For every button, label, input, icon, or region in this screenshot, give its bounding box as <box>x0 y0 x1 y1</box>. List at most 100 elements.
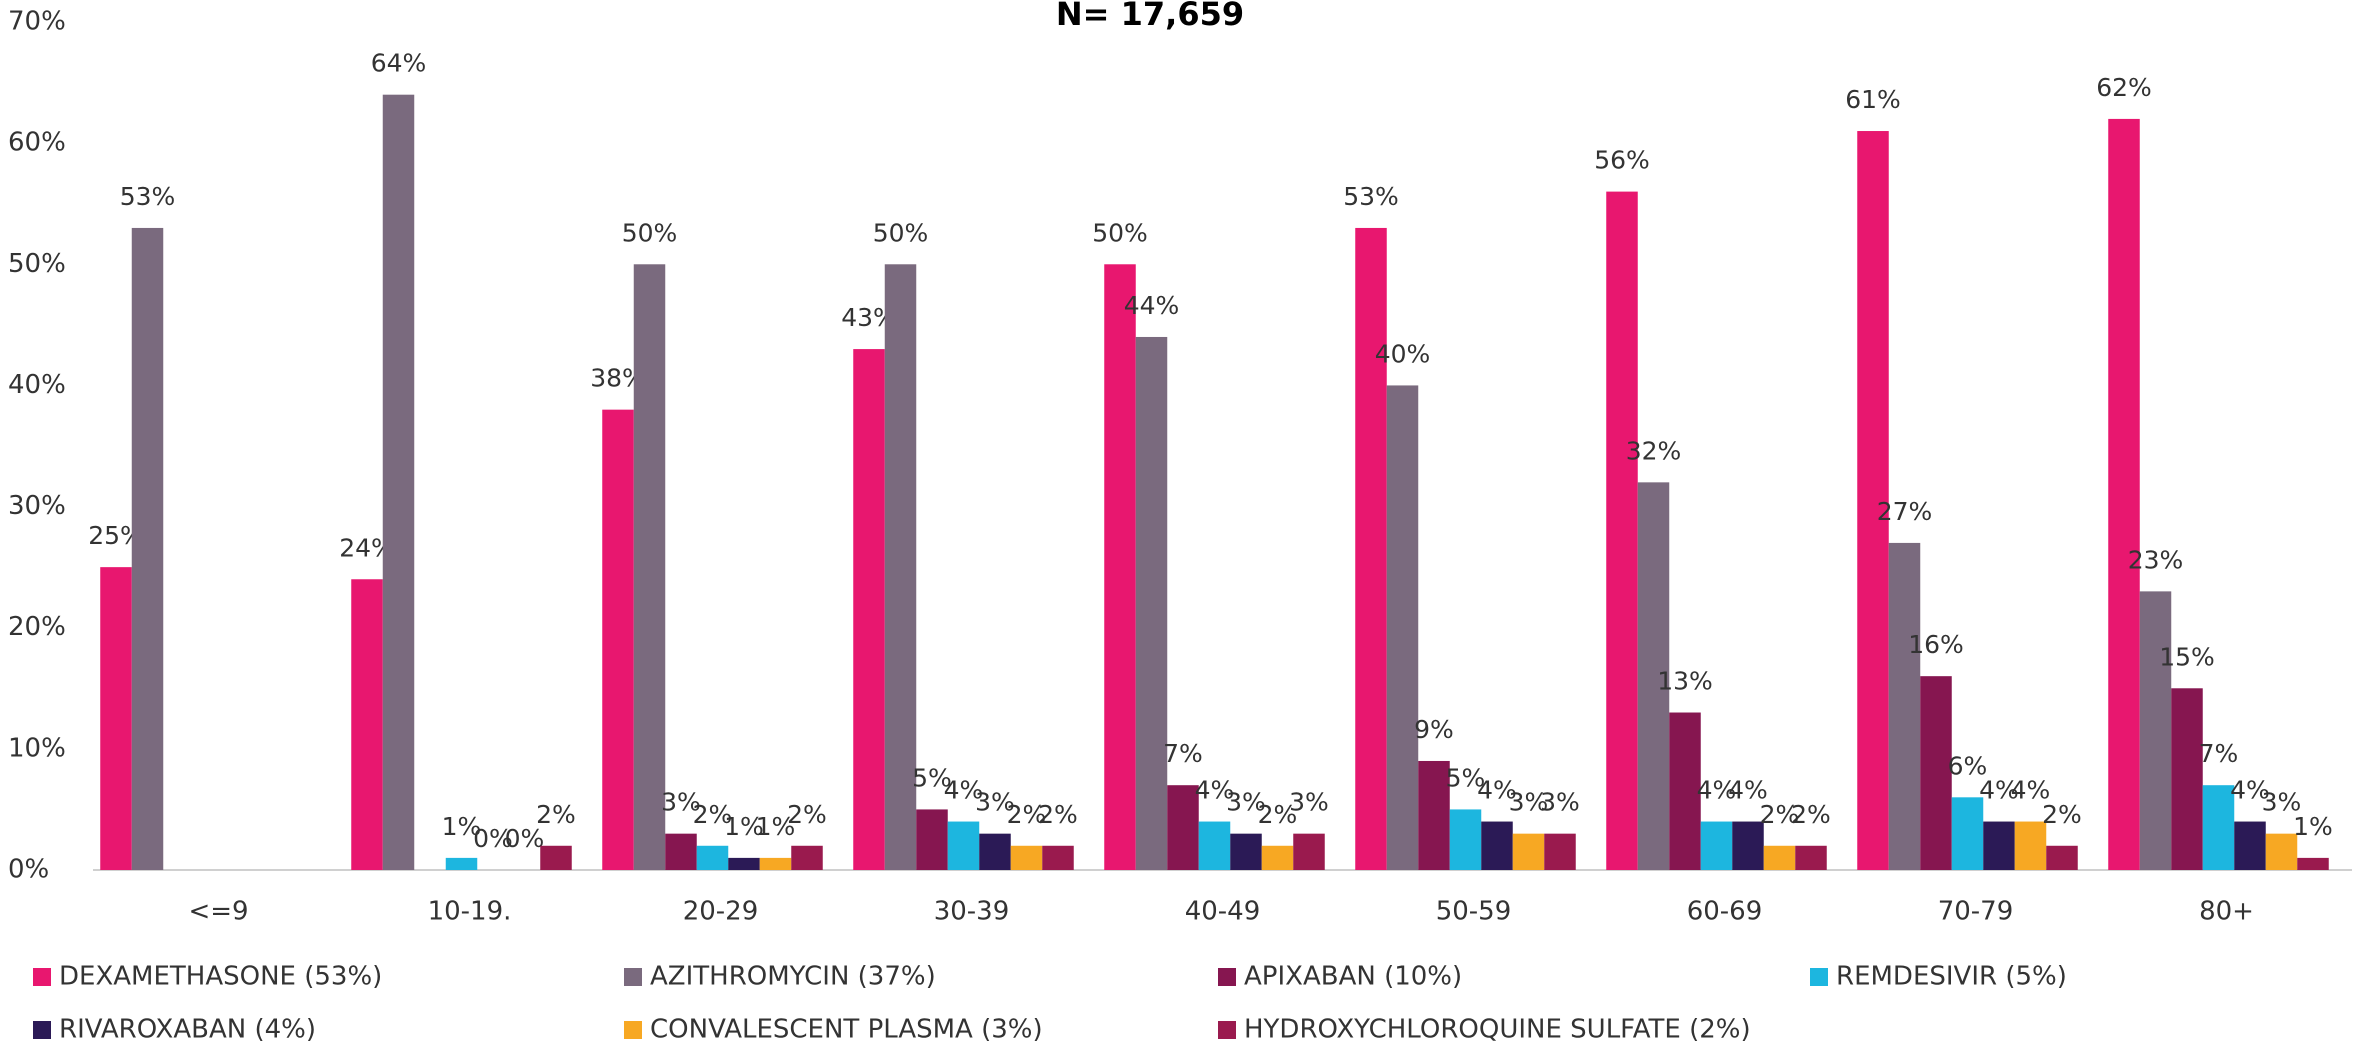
bar <box>1167 785 1199 870</box>
bar <box>1135 336 1168 870</box>
bar <box>1481 821 1513 870</box>
bar <box>1230 833 1262 870</box>
bar <box>665 833 697 870</box>
x-tick-label: 40-49 <box>1185 897 1261 927</box>
x-tick-label: <=9 <box>188 897 248 927</box>
value-label: 2% <box>1760 800 1800 829</box>
value-label: 50% <box>873 218 929 247</box>
bar <box>1857 131 1889 870</box>
bar <box>1795 845 1827 870</box>
value-label: 2% <box>1258 800 1298 829</box>
value-label: 50% <box>1092 218 1148 247</box>
legend-swatch <box>1218 1021 1236 1039</box>
bar <box>696 845 729 870</box>
value-label: 13% <box>1657 667 1713 696</box>
value-label: 23% <box>2128 545 2184 574</box>
bar <box>382 94 415 870</box>
bar <box>602 409 634 870</box>
value-label: 0% <box>473 824 513 853</box>
bar <box>884 264 917 870</box>
x-tick-label: 80+ <box>2199 897 2254 927</box>
value-label: 44% <box>1124 291 1180 320</box>
value-label: 4% <box>1697 776 1737 805</box>
value-label: 61% <box>1845 85 1901 114</box>
value-label: 15% <box>2159 642 2215 671</box>
bar <box>2234 821 2266 870</box>
bar <box>540 845 572 870</box>
value-label: 2% <box>536 800 576 829</box>
x-tick-label: 70-79 <box>1938 897 2014 927</box>
bar <box>2171 688 2203 870</box>
bar <box>1920 676 1952 870</box>
legend-label: CONVALESCENT PLASMA (3%) <box>650 1015 1043 1045</box>
bar <box>2297 857 2329 870</box>
bar <box>853 349 885 871</box>
bar <box>791 845 823 870</box>
bar <box>1763 845 1796 870</box>
bar <box>1386 385 1419 870</box>
y-tick-label: 70% <box>8 7 66 37</box>
bar <box>1418 760 1450 870</box>
value-label: 4% <box>2011 776 2051 805</box>
chart-title: N= 17,659 <box>1056 0 1244 33</box>
value-label: 64% <box>371 49 427 78</box>
bar <box>1983 821 2015 870</box>
y-tick-label: 0% <box>8 855 49 885</box>
y-tick-label: 40% <box>8 370 66 400</box>
value-label: 7% <box>2199 739 2239 768</box>
x-tick-label: 30-39 <box>934 897 1010 927</box>
bar <box>1544 833 1576 870</box>
bar <box>979 833 1011 870</box>
value-label: 3% <box>2262 788 2302 817</box>
value-label: 2% <box>787 800 827 829</box>
value-label: 27% <box>1877 497 1933 526</box>
value-label: 1% <box>756 812 796 841</box>
bar <box>1198 821 1231 870</box>
x-tick-label: 50-59 <box>1436 897 1512 927</box>
bar <box>759 857 792 870</box>
bar <box>2265 833 2298 870</box>
legend-label: REMDESIVIR (5%) <box>1836 962 2067 992</box>
y-tick-label: 50% <box>8 249 66 279</box>
y-tick-label: 30% <box>8 491 66 521</box>
value-label: 53% <box>120 182 176 211</box>
bar <box>1293 833 1325 870</box>
bar <box>1700 821 1733 870</box>
bar <box>1449 809 1482 870</box>
bar <box>351 579 383 870</box>
x-tick-label: 20-29 <box>683 897 759 927</box>
legend-swatch <box>33 968 51 986</box>
value-label: 7% <box>1163 739 1203 768</box>
bar <box>1951 797 1984 870</box>
legend-label: AZITHROMYCIN (37%) <box>650 962 936 992</box>
value-label: 1% <box>724 812 764 841</box>
value-label: 16% <box>1908 630 1964 659</box>
value-label: 9% <box>1414 715 1454 744</box>
value-label: 56% <box>1594 146 1650 175</box>
bar <box>947 821 980 870</box>
bar <box>2014 821 2047 870</box>
x-tick-label: 60-69 <box>1687 897 1763 927</box>
value-label: 2% <box>2042 800 2082 829</box>
value-label: 32% <box>1626 436 1682 465</box>
value-label: 2% <box>1791 800 1831 829</box>
bar <box>1042 845 1074 870</box>
bar <box>1355 227 1387 870</box>
bar <box>1512 833 1545 870</box>
value-label: 5% <box>912 763 952 792</box>
value-label: 1% <box>442 812 482 841</box>
value-label: 5% <box>1446 763 1486 792</box>
bar <box>1669 712 1701 870</box>
legend-swatch <box>624 968 642 986</box>
value-label: 4% <box>1477 776 1517 805</box>
x-tick-label: 10-19. <box>428 897 512 927</box>
value-label: 3% <box>1226 788 1266 817</box>
value-label: 2% <box>1007 800 1047 829</box>
value-label: 3% <box>1509 788 1549 817</box>
legend-label: DEXAMETHASONE (53%) <box>59 962 382 992</box>
bar <box>1104 264 1136 870</box>
legend-swatch <box>624 1021 642 1039</box>
legend-swatch <box>33 1021 51 1039</box>
value-label: 3% <box>1540 788 1580 817</box>
